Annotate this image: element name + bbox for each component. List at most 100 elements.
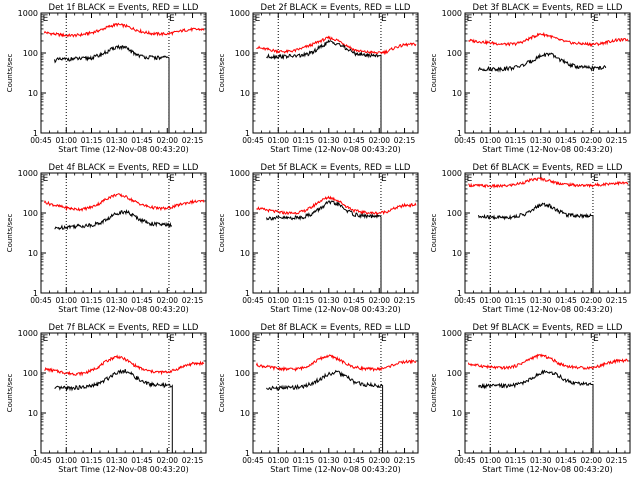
panel-title: Det 3f BLACK = Events, RED = LLD xyxy=(473,3,623,13)
y-tick-label: 100 xyxy=(447,49,462,58)
y-tick-label: 1 xyxy=(245,449,250,458)
plot-frame xyxy=(464,172,631,294)
y-tick-label: 1000 xyxy=(442,9,462,18)
event-marker-label: E xyxy=(43,174,49,184)
events-series-line xyxy=(478,369,594,453)
y-tick-label: 10 xyxy=(240,89,250,98)
y-axis-label: Counts/sec xyxy=(6,214,14,253)
x-tick-label: 01:45 xyxy=(555,456,577,465)
x-tick-label: 01:45 xyxy=(343,296,365,305)
y-axis-label: Counts/sec xyxy=(430,374,438,413)
event-marker-label: E xyxy=(255,14,261,24)
y-tick-label: 100 xyxy=(447,369,462,378)
x-axis-label: Start Time (12-Nov-08 00:43:20) xyxy=(482,145,612,154)
x-tick-label: 00:45 xyxy=(30,456,52,465)
y-tick-label: 1000 xyxy=(442,169,462,178)
event-marker-label: E xyxy=(169,334,175,344)
y-tick-label: 100 xyxy=(235,209,250,218)
x-tick-label: 01:00 xyxy=(267,296,289,305)
x-tick-label: 00:45 xyxy=(454,456,476,465)
y-tick-label: 10 xyxy=(28,249,38,258)
x-tick-label: 01:15 xyxy=(505,136,527,145)
y-tick-label: 1 xyxy=(33,449,38,458)
x-tick-label: 02:00 xyxy=(368,456,390,465)
detector-panel: Det 4f BLACK = Events, RED = LLD 1 10 100 10… xyxy=(6,163,207,314)
x-tick-label: 00:45 xyxy=(242,456,264,465)
x-tick-label: 01:15 xyxy=(81,136,103,145)
events-series-line xyxy=(478,52,607,73)
x-tick-label: 02:00 xyxy=(368,136,390,145)
panel-title: Det 6f BLACK = Events, RED = LLD xyxy=(473,163,623,173)
x-axis-label: Start Time (12-Nov-08 00:43:20) xyxy=(270,465,400,474)
x-tick-label: 02:15 xyxy=(182,136,204,145)
x-tick-label: 02:15 xyxy=(606,136,628,145)
plot-frame xyxy=(40,12,207,134)
x-tick-label: 01:00 xyxy=(267,456,289,465)
x-tick-label: 01:15 xyxy=(505,456,527,465)
events-series-line xyxy=(478,202,594,293)
y-tick-label: 10 xyxy=(452,409,462,418)
detector-panel: Det 8f BLACK = Events, RED = LLD 1 10 100 10… xyxy=(218,323,419,474)
event-marker-label: E xyxy=(381,334,387,344)
x-tick-label: 01:45 xyxy=(131,296,153,305)
x-tick-label: 01:30 xyxy=(530,456,552,465)
x-tick-label: 02:15 xyxy=(394,296,416,305)
y-tick-label: 1000 xyxy=(18,9,38,18)
plot-frame xyxy=(40,172,207,294)
y-tick-label: 1000 xyxy=(230,169,250,178)
x-tick-label: 01:30 xyxy=(318,296,340,305)
y-tick-label: 1 xyxy=(33,289,38,298)
plot-frame xyxy=(464,332,631,454)
lld-series-line xyxy=(43,22,205,38)
x-tick-label: 02:00 xyxy=(580,136,602,145)
x-tick-label: 00:45 xyxy=(454,136,476,145)
x-axis-label: Start Time (12-Nov-08 00:43:20) xyxy=(482,305,612,314)
y-tick-label: 1 xyxy=(457,289,462,298)
y-axis-label: Counts/sec xyxy=(6,374,14,413)
x-axis-label: Start Time (12-Nov-08 00:43:20) xyxy=(270,305,400,314)
y-tick-label: 1000 xyxy=(18,169,38,178)
y-tick-label: 1 xyxy=(457,129,462,138)
event-marker-label: E xyxy=(169,174,175,184)
x-axis-label: Start Time (12-Nov-08 00:43:20) xyxy=(58,145,188,154)
lld-series-line xyxy=(467,353,629,371)
x-tick-label: 02:00 xyxy=(580,456,602,465)
detector-panel: Det 9f BLACK = Events, RED = LLD 1 10 100 10… xyxy=(430,323,631,474)
event-marker-label: E xyxy=(467,174,473,184)
y-tick-label: 100 xyxy=(23,369,38,378)
y-tick-label: 10 xyxy=(28,89,38,98)
detector-panel: Det 6f BLACK = Events, RED = LLD 1 10 100 10… xyxy=(430,163,631,314)
x-tick-label: 00:45 xyxy=(30,136,52,145)
event-marker-label: E xyxy=(43,14,49,24)
x-tick-label: 01:00 xyxy=(55,296,77,305)
x-axis-label: Start Time (12-Nov-08 00:43:20) xyxy=(482,465,612,474)
detector-panel: Det 3f BLACK = Events, RED = LLD 1 10 100 10… xyxy=(430,3,631,154)
y-axis-label: Counts/sec xyxy=(218,214,226,253)
x-tick-label: 01:00 xyxy=(55,136,77,145)
panel-title: Det 5f BLACK = Events, RED = LLD xyxy=(261,163,411,173)
x-tick-label: 02:00 xyxy=(580,296,602,305)
lld-series-line xyxy=(44,354,205,377)
event-marker-label: E xyxy=(467,14,473,24)
plot-frame xyxy=(464,12,631,134)
lld-series-line xyxy=(256,35,417,56)
events-series-line xyxy=(266,369,384,453)
x-tick-label: 01:30 xyxy=(318,136,340,145)
plot-frame xyxy=(252,12,419,134)
x-tick-label: 01:45 xyxy=(555,296,577,305)
event-marker-label: E xyxy=(381,14,387,24)
detector-panel: Det 7f BLACK = Events, RED = LLD 1 10 100 10… xyxy=(6,323,207,474)
event-marker-label: E xyxy=(255,334,261,344)
panel-title: Det 7f BLACK = Events, RED = LLD xyxy=(49,323,199,333)
x-axis-label: Start Time (12-Nov-08 00:43:20) xyxy=(58,465,188,474)
events-series-line xyxy=(54,368,173,453)
lld-series-line xyxy=(468,31,629,48)
panel-title: Det 1f BLACK = Events, RED = LLD xyxy=(49,3,199,13)
y-tick-label: 100 xyxy=(23,49,38,58)
panel-title: Det 2f BLACK = Events, RED = LLD xyxy=(261,3,411,13)
detector-panel: Det 5f BLACK = Events, RED = LLD 1 10 100 10… xyxy=(218,163,419,314)
x-tick-label: 02:15 xyxy=(606,456,628,465)
lld-series-line xyxy=(468,177,629,189)
lld-series-line xyxy=(255,354,417,372)
